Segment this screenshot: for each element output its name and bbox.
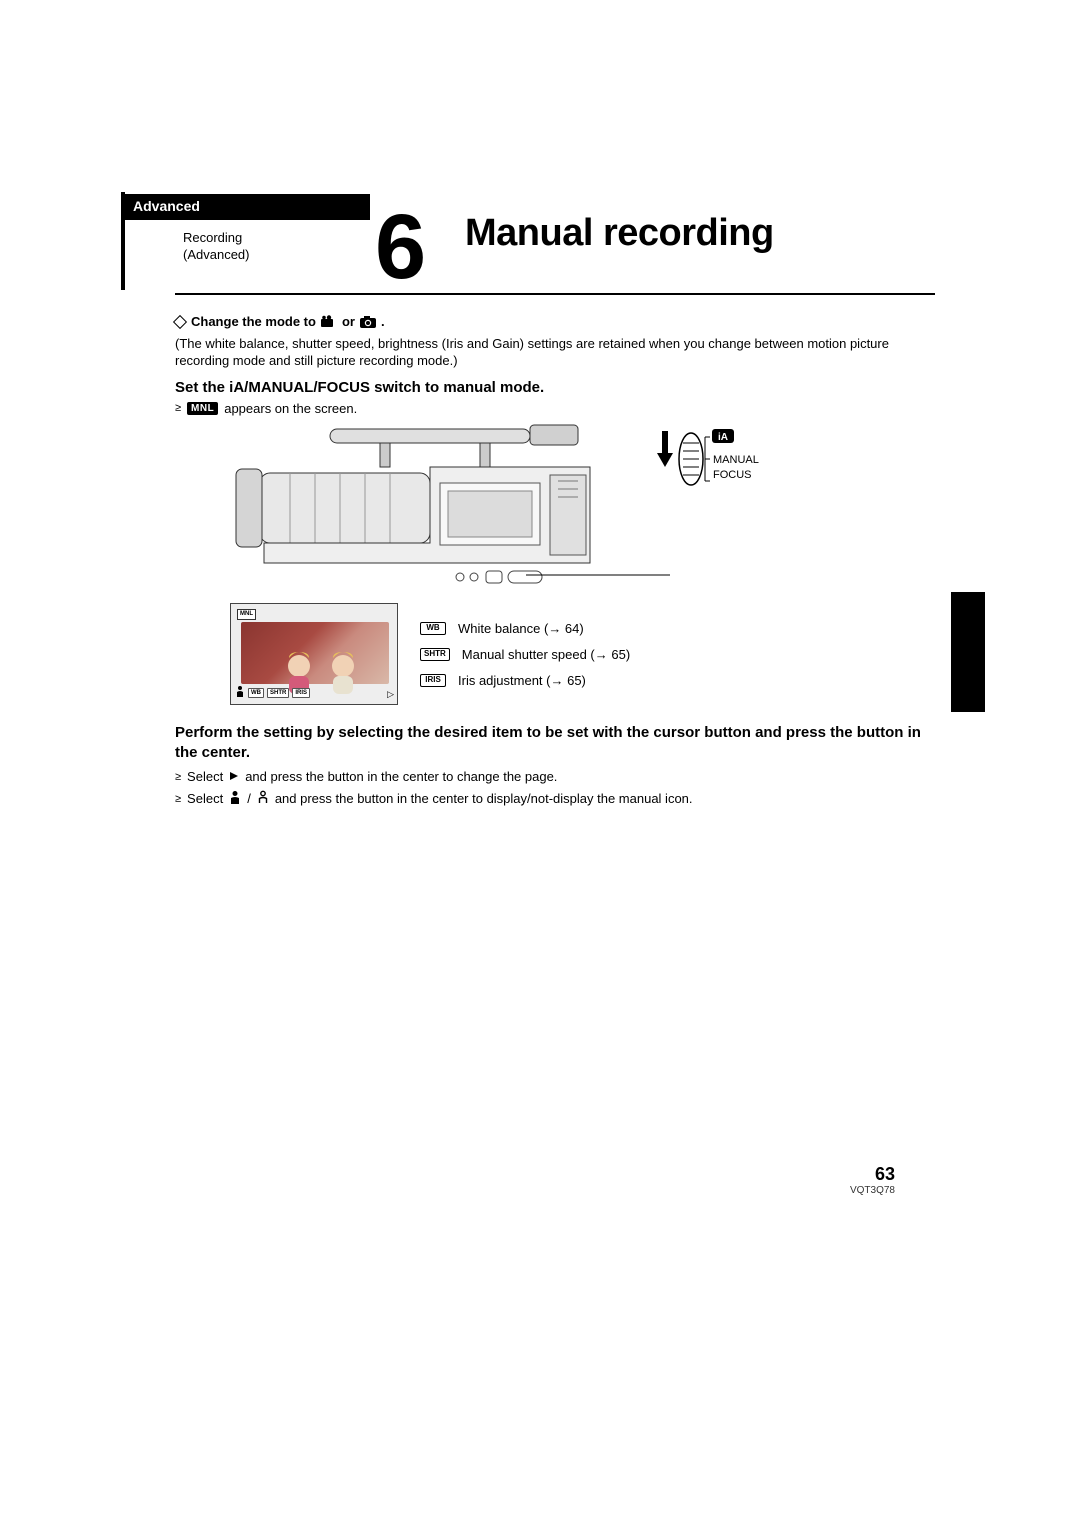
chapter-header: Advanced Recording (Advanced) 6 Manual r… (175, 200, 935, 295)
document-id: VQT3Q78 (850, 1185, 895, 1196)
mode-switch-detail: iA MANUAL FOCUS (655, 429, 775, 499)
mode-suffix: . (381, 313, 385, 331)
lcd-mnl-badge: MNL (237, 609, 256, 619)
mode-prefix: Change the mode to (191, 313, 316, 331)
section-tab-label: Advanced (133, 198, 200, 214)
lcd-photo (241, 622, 389, 684)
legend: WB White balance (→ 64) SHTR Manual shut… (420, 615, 630, 693)
video-mode-icon (320, 315, 338, 329)
legend-row-wb: WB White balance (→ 64) (420, 615, 630, 641)
body-content: Change the mode to or . (The white balan… (175, 313, 935, 809)
legend-badge-iris: IRIS (420, 674, 446, 687)
switch-label-manual: MANUAL (713, 453, 759, 467)
legend-text-shtr: Manual shutter speed (→ 65) (462, 646, 630, 664)
subhead-perform-setting: Perform the setting by selecting the des… (175, 723, 935, 762)
page-number: 63 (850, 1164, 895, 1185)
category-line2: (Advanced) (183, 247, 249, 262)
retained-note: (The white balance, shutter speed, brigh… (175, 335, 935, 370)
mnl-badge: MNL (187, 402, 218, 416)
diamond-icon (173, 315, 187, 329)
change-mode-line: Change the mode to or . (175, 313, 935, 331)
lcd-bottom-bar: WB SHTR IRIS (235, 685, 310, 702)
bullet2-pre: Select (187, 790, 223, 808)
photo-mode-icon (359, 315, 377, 329)
section-side-tab (951, 592, 985, 712)
svg-text:iA: iA (718, 432, 728, 443)
bullet-select-display: Select / and press the button in the cen… (175, 790, 935, 809)
legend-text-wb: White balance (→ 64) (458, 620, 584, 638)
person-filled-icon (229, 790, 241, 809)
bullet2-mid: / (247, 790, 251, 808)
category-label: Recording (Advanced) (183, 230, 249, 264)
page-footer: 63 VQT3Q78 (850, 1164, 895, 1196)
person-outline-icon (257, 790, 269, 809)
page-content: Advanced Recording (Advanced) 6 Manual r… (175, 200, 935, 813)
mnl-appears-text: appears on the screen. (224, 400, 357, 418)
legend-badge-wb: WB (420, 622, 446, 635)
category-line1: Recording (183, 230, 242, 245)
chapter-number: 6 (375, 195, 422, 300)
lcd-badge-wb: WB (248, 688, 264, 698)
chapter-title: Manual recording (465, 212, 774, 255)
lcd-badge-iris: IRIS (292, 688, 310, 698)
play-right-icon (229, 768, 239, 786)
camcorder-illustration (230, 423, 670, 603)
bullet-select-page: Select and press the button in the cente… (175, 768, 935, 786)
lcd-figure-icon (235, 685, 245, 702)
section-tab: Advanced (125, 194, 370, 220)
bullet1-pre: Select (187, 768, 223, 786)
lcd-preview: MNL WB (230, 603, 398, 705)
subhead-set-switch: Set the iA/MANUAL/FOCUS switch to manual… (175, 378, 935, 398)
legend-badge-shtr: SHTR (420, 648, 450, 661)
lcd-play-icon: ▷ (387, 688, 394, 700)
bullet2-post: and press the button in the center to di… (275, 790, 693, 808)
mnl-appears-bullet: MNL appears on the screen. (175, 400, 935, 418)
mode-or: or (342, 313, 355, 331)
lcd-badge-shtr: SHTR (267, 688, 289, 698)
bullet1-post: and press the button in the center to ch… (245, 768, 557, 786)
switch-label-focus: FOCUS (713, 468, 759, 482)
legend-text-iris: Iris adjustment (→ 65) (458, 672, 586, 690)
legend-row-shtr: SHTR Manual shutter speed (→ 65) (420, 641, 630, 667)
legend-row-iris: IRIS Iris adjustment (→ 65) (420, 667, 630, 693)
diagram-area: iA MANUAL FOCUS MNL (175, 423, 935, 713)
